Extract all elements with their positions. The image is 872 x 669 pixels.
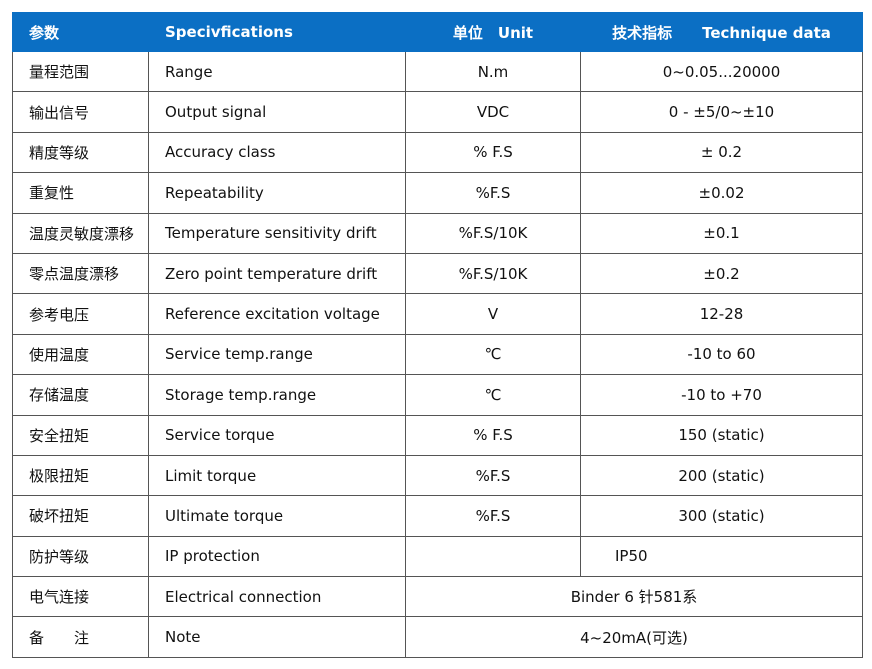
spec-table: 参数 Specivfications 单位 Unit 技术指标 Technique d…	[12, 12, 863, 658]
table-row: 使用温度 Service temp.range ℃ -10 to 60	[12, 333, 863, 376]
header-cell: 技术指标 Technique data	[580, 12, 863, 52]
param-cn: 温度灵敏度漂移	[12, 212, 149, 254]
value: IP50	[580, 535, 863, 578]
table-row: 破坏扭矩 Ultimate torque %F.S 300 (static)	[12, 495, 863, 537]
param-cn: 安全扭矩	[12, 414, 149, 456]
unit: %F.S/10K	[405, 252, 581, 295]
table-row: 零点温度漂移 Zero point temperature drift %F.S/1…	[12, 252, 863, 295]
param-en: Storage temp.range	[148, 374, 406, 416]
param-en: Zero point temperature drift	[148, 252, 406, 295]
value: 0~0.05...20000	[580, 50, 863, 93]
value: ±0.2	[580, 252, 863, 295]
unit: N.m	[405, 50, 581, 93]
table-row: 重复性 Repeatability %F.S ±0.02	[12, 172, 863, 214]
param-en: Service temp.range	[148, 333, 406, 376]
param-cn: 零点温度漂移	[12, 252, 149, 295]
param-cn: 存储温度	[12, 374, 149, 416]
table-row: 量程范围 Range N.m 0~0.05...20000	[12, 50, 863, 93]
param-en: Ultimate torque	[148, 495, 406, 537]
param-en: Range	[148, 50, 406, 93]
param-cn: 极限扭矩	[12, 454, 149, 497]
header-cell: 单位 Unit	[405, 12, 581, 52]
table-row: 输出信号 Output signal VDC 0 - ±5/0~±10	[12, 91, 863, 133]
value: 0 - ±5/0~±10	[580, 91, 863, 133]
param-en: Limit torque	[148, 454, 406, 497]
table-row: 温度灵敏度漂移 Temperature sensitivity drift %F.S…	[12, 212, 863, 254]
value: Binder 6 针581系	[405, 576, 863, 618]
value: -10 to 60	[580, 333, 863, 376]
param-en: Temperature sensitivity drift	[148, 212, 406, 254]
unit: %F.S	[405, 454, 581, 497]
value: ±0.02	[580, 172, 863, 214]
param-cn: 电气连接	[12, 576, 149, 618]
header-cell: Specivfications	[148, 12, 406, 52]
param-en: Service torque	[148, 414, 406, 456]
unit-empty	[405, 535, 581, 578]
param-cn: 参考电压	[12, 293, 149, 335]
unit: %F.S	[405, 172, 581, 214]
value: 12-28	[580, 293, 863, 335]
unit: VDC	[405, 91, 581, 133]
param-en: Note	[148, 616, 406, 658]
param-en: Repeatability	[148, 172, 406, 214]
unit: %F.S/10K	[405, 212, 581, 254]
unit: % F.S	[405, 131, 581, 174]
header-cell: 参数	[12, 12, 149, 52]
unit: ℃	[405, 333, 581, 376]
param-cn: 备 注	[12, 616, 149, 658]
table-row: 参考电压 Reference excitation voltage V 12-28	[12, 293, 863, 335]
table-row: 极限扭矩 Limit torque %F.S 200 (static)	[12, 454, 863, 497]
table-row: 存储温度 Storage temp.range ℃ -10 to +70	[12, 374, 863, 416]
table-row: 安全扭矩 Service torque% F.S 150 (static)	[12, 414, 863, 456]
param-en: IP protection	[148, 535, 406, 578]
param-cn: 输出信号	[12, 91, 149, 133]
value: 150 (static)	[580, 414, 863, 456]
param-cn: 量程范围	[12, 50, 149, 93]
value: 200 (static)	[580, 454, 863, 497]
value: ± 0.2	[580, 131, 863, 174]
param-en: Electrical connection	[148, 576, 406, 618]
table-body: 量程范围 Range N.m 0~0.05...20000 输出信号 Output sig…	[12, 50, 863, 658]
value: ±0.1	[580, 212, 863, 254]
param-en: Reference excitation voltage	[148, 293, 406, 335]
unit: ℃	[405, 374, 581, 416]
value: -10 to +70	[580, 374, 863, 416]
value: 300 (static)	[580, 495, 863, 537]
param-cn: 精度等级	[12, 131, 149, 174]
table-row: 精度等级 Accuracy class% F.S ± 0.2	[12, 131, 863, 174]
param-en: Output signal	[148, 91, 406, 133]
header-row: 参数 Specivfications 单位 Unit 技术指标 Technique d…	[12, 12, 863, 52]
table-row: 防护等级 IP protection IP50	[12, 535, 863, 578]
param-cn: 重复性	[12, 172, 149, 214]
unit: %F.S	[405, 495, 581, 537]
unit: V	[405, 293, 581, 335]
param-cn: 破坏扭矩	[12, 495, 149, 537]
table-row: 电气连接 Electrical connection Binder 6 针581系	[12, 576, 863, 618]
param-en: Accuracy class	[148, 131, 406, 174]
value: 4~20mA(可选)	[405, 616, 863, 658]
unit: % F.S	[405, 414, 581, 456]
table-row: 备 注 Note 4~20mA(可选)	[12, 616, 863, 658]
param-cn: 使用温度	[12, 333, 149, 376]
param-cn: 防护等级	[12, 535, 149, 578]
